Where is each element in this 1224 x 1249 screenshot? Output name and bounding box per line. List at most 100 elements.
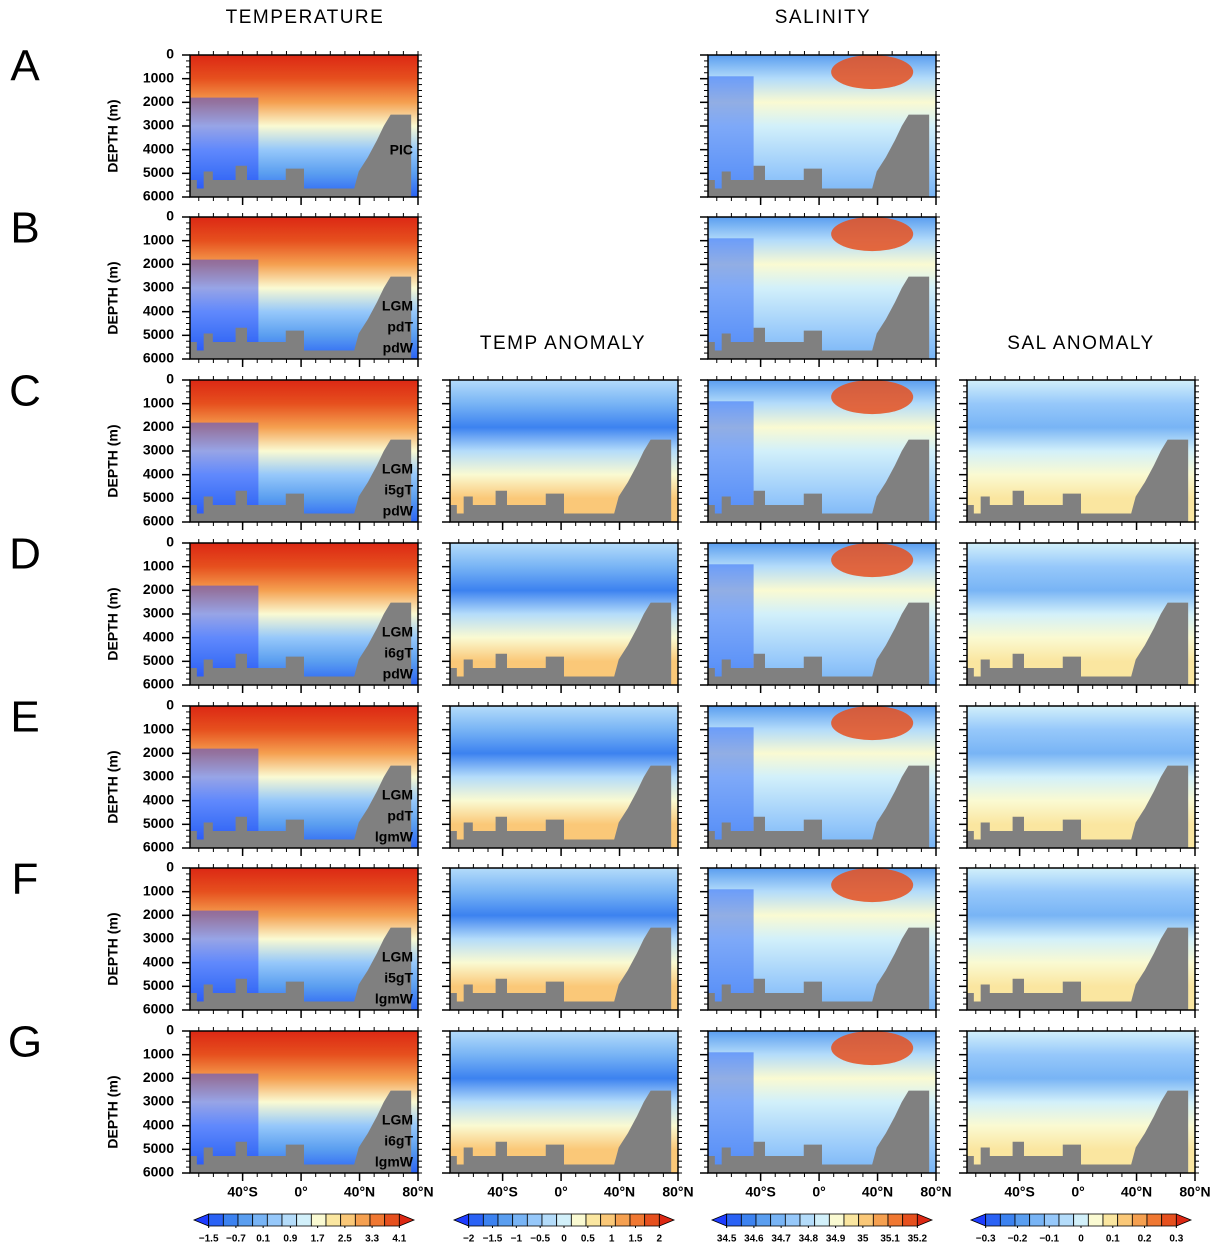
y-tick-label: 6000 xyxy=(143,350,174,366)
colorbar-box xyxy=(512,1213,528,1227)
x-tick-label: 40°S xyxy=(227,1184,258,1200)
panel-label: pdT xyxy=(387,808,413,824)
row-letter: G xyxy=(8,1018,42,1067)
colorbar-arrow xyxy=(658,1213,676,1227)
colorbar-box xyxy=(369,1213,386,1227)
y-tick-label: 5000 xyxy=(143,164,174,180)
y-tick-label: 1000 xyxy=(143,1045,174,1061)
colorbar-box xyxy=(296,1213,312,1227)
y-tick-label: 5000 xyxy=(143,815,174,831)
colorbar-label: −0.5 xyxy=(530,1234,550,1245)
colorbar-label: 1.7 xyxy=(311,1234,325,1245)
y-tick-label: 4000 xyxy=(143,628,174,644)
colorbar-label: 0 xyxy=(561,1234,567,1245)
y-tick-label: 1000 xyxy=(143,69,174,85)
y-tick-label: 4000 xyxy=(143,465,174,481)
y-tick-label: 1000 xyxy=(143,231,174,247)
panel-label: LGM xyxy=(382,787,413,803)
colorbar-box xyxy=(872,1213,889,1227)
panel-label: lgmW xyxy=(375,1154,414,1170)
colorbar-box xyxy=(999,1213,1016,1227)
y-axis-label: DEPTH (m) xyxy=(105,587,121,660)
colorbar-label: 0.1 xyxy=(256,1234,270,1245)
y-tick-label: 6000 xyxy=(143,676,174,692)
bathymetry xyxy=(450,602,672,685)
colorbar-box xyxy=(600,1213,616,1227)
y-tick-label: 0 xyxy=(166,697,174,713)
panel-label: lgmW xyxy=(375,991,414,1007)
colorbar-label: −0.1 xyxy=(1039,1234,1059,1245)
colorbar-label: −1.5 xyxy=(483,1234,503,1245)
y-tick-label: 3000 xyxy=(143,930,174,946)
colorbar-box xyxy=(644,1213,660,1227)
bathymetry xyxy=(190,276,412,359)
bathymetry xyxy=(708,927,930,1010)
colorbar-box xyxy=(354,1213,371,1227)
colorbar-label: 1.5 xyxy=(629,1234,643,1245)
colorbar-box xyxy=(556,1213,572,1227)
colorbar-box xyxy=(497,1213,514,1227)
colorbar-label: 34.6 xyxy=(744,1234,764,1245)
y-tick-label: 1000 xyxy=(143,394,174,410)
y-tick-label: 6000 xyxy=(143,513,174,529)
column-title: SAL ANOMALY xyxy=(1007,333,1154,354)
y-tick-label: 0 xyxy=(166,859,174,875)
field-blob xyxy=(831,55,914,90)
colorbar-box xyxy=(1058,1213,1075,1227)
y-tick-label: 2000 xyxy=(143,581,174,597)
y-tick-label: 5000 xyxy=(143,652,174,668)
y-tick-label: 4000 xyxy=(143,1116,174,1132)
colorbar-box xyxy=(726,1213,742,1227)
colorbar-box xyxy=(1073,1213,1089,1227)
y-axis-label: DEPTH (m) xyxy=(105,99,121,172)
panel-label: LGM xyxy=(382,624,413,640)
y-tick-label: 0 xyxy=(166,46,174,62)
y-axis-label: DEPTH (m) xyxy=(105,261,121,334)
x-tick-label: 40°S xyxy=(487,1184,518,1200)
colorbar-box xyxy=(1131,1213,1148,1227)
colorbar-arrow xyxy=(710,1213,728,1227)
y-tick-label: 1000 xyxy=(143,720,174,736)
y-tick-label: 5000 xyxy=(143,977,174,993)
y-tick-label: 4000 xyxy=(143,953,174,969)
bathymetry xyxy=(967,439,1189,522)
colorbar-arrow xyxy=(192,1213,210,1227)
bathymetry xyxy=(190,1090,412,1173)
colorbar-label: 35 xyxy=(857,1234,869,1245)
row-letter: B xyxy=(10,204,39,253)
row-letter: E xyxy=(10,693,39,742)
colorbar-box xyxy=(843,1213,860,1227)
y-tick-label: 4000 xyxy=(143,302,174,318)
x-tick-label: 40°N xyxy=(1121,1184,1152,1200)
y-tick-label: 2000 xyxy=(143,255,174,271)
panel-label: LGM xyxy=(382,949,413,965)
x-tick-label: 80°N xyxy=(1179,1184,1210,1200)
y-tick-label: 3000 xyxy=(143,768,174,784)
colorbar-arrow xyxy=(916,1213,934,1227)
row-letter: A xyxy=(10,42,40,91)
colorbar-box xyxy=(237,1213,254,1227)
colorbar-label: 34.8 xyxy=(799,1234,819,1245)
colorbar-box xyxy=(1087,1213,1104,1227)
panel-label: i5gT xyxy=(384,970,413,986)
panel-label: i6gT xyxy=(384,645,413,661)
y-tick-label: 3000 xyxy=(143,279,174,295)
colorbar-box xyxy=(325,1213,342,1227)
y-tick-label: 3000 xyxy=(143,1093,174,1109)
y-tick-label: 2000 xyxy=(143,93,174,109)
colorbar-box xyxy=(740,1213,757,1227)
colorbar-arrow xyxy=(452,1213,470,1227)
bathymetry xyxy=(967,927,1189,1010)
panel-label: pdW xyxy=(383,503,414,519)
colorbar-label: −0.2 xyxy=(1008,1234,1028,1245)
x-tick-label: 80°N xyxy=(662,1184,693,1200)
colorbar-box xyxy=(340,1213,356,1227)
panel-label: PIC xyxy=(390,142,413,158)
colorbar-box xyxy=(541,1213,558,1227)
panel-label: pdW xyxy=(383,340,414,356)
row-letter: D xyxy=(9,530,41,579)
field-blob xyxy=(831,706,914,741)
colorbar-box xyxy=(1102,1213,1119,1227)
colorbar-box xyxy=(570,1213,587,1227)
x-tick-label: 80°N xyxy=(920,1184,951,1200)
